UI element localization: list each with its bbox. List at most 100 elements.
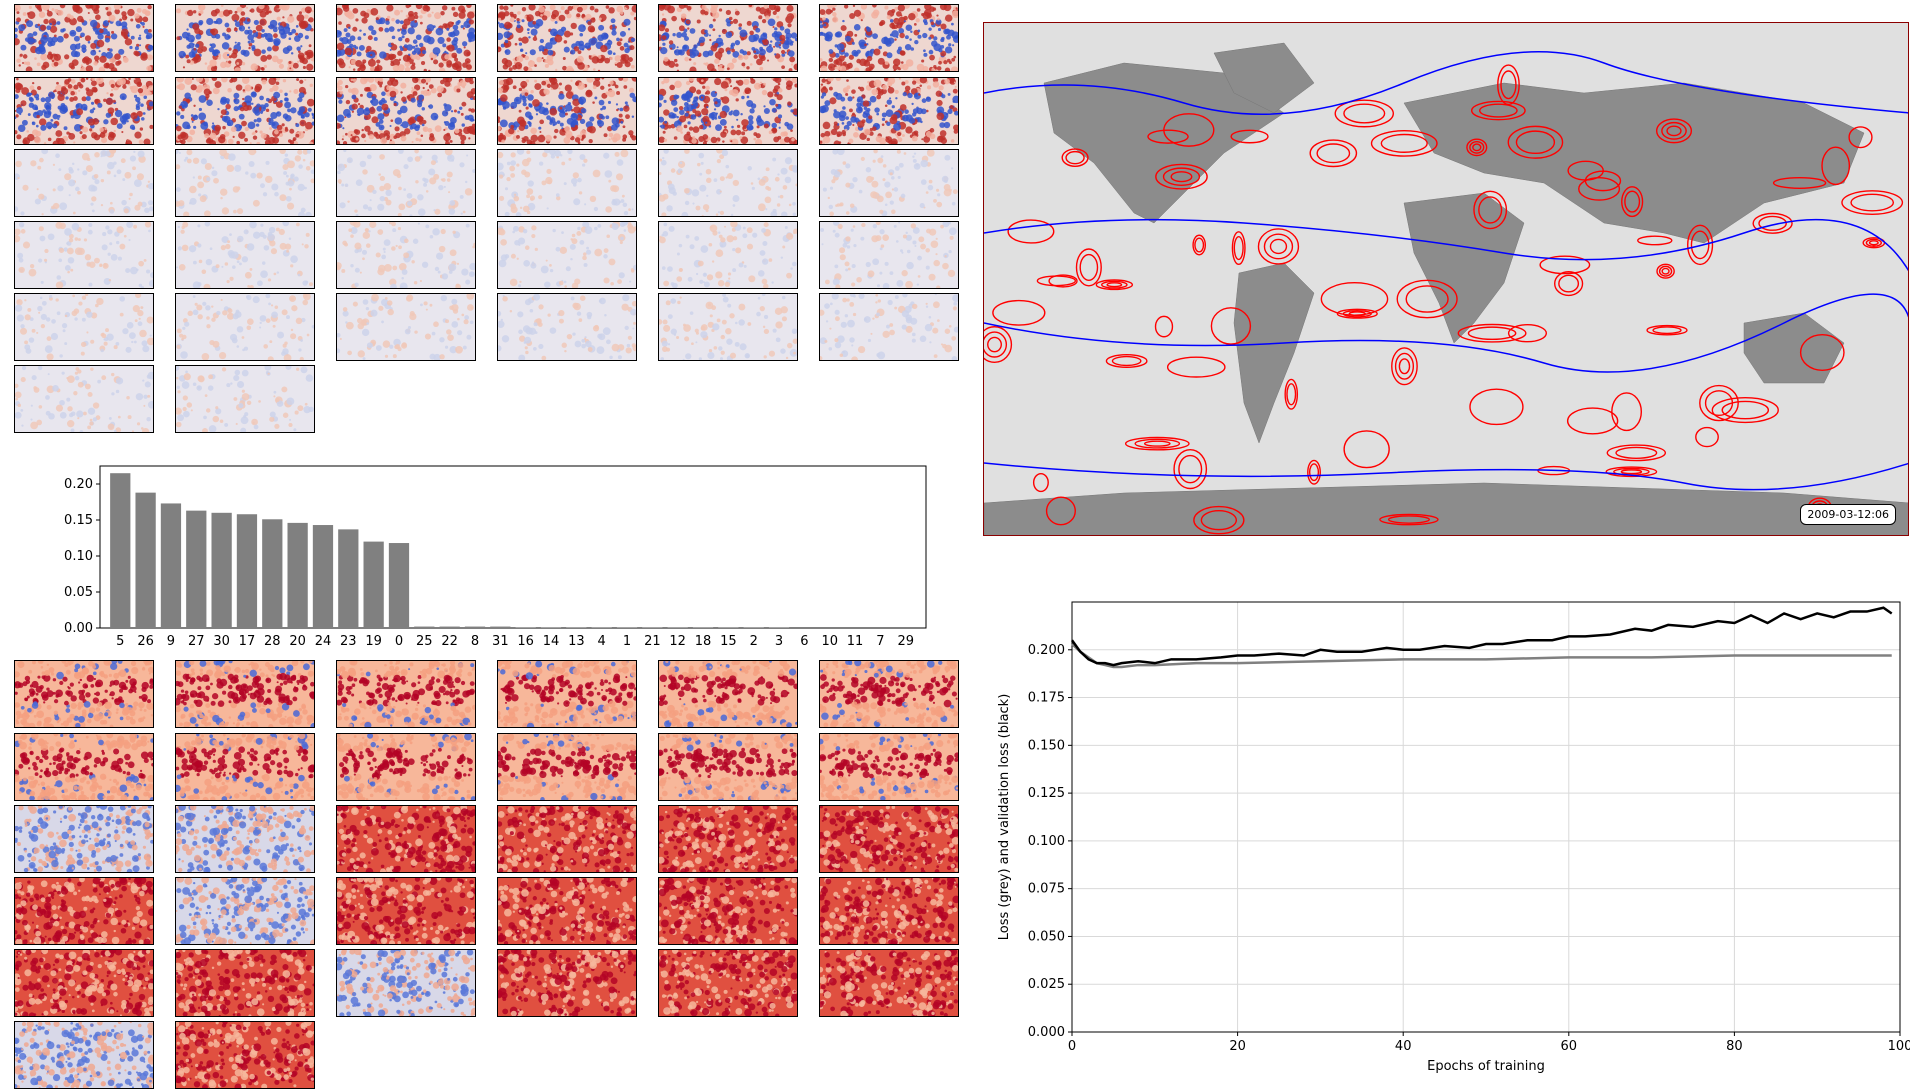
weight-map-thumbnail	[658, 733, 798, 801]
loss-y-tick-label: 0.000	[1028, 1025, 1065, 1040]
positive-contour	[1037, 276, 1075, 286]
bar-tick-label: 16	[517, 634, 534, 647]
loss-x-tick-label: 40	[1395, 1039, 1412, 1054]
positive-contour	[1349, 312, 1365, 316]
weight-map-thumbnail	[175, 77, 315, 145]
bar-tick-label: 23	[340, 634, 357, 647]
bar-y-tick-label: 0.05	[64, 585, 93, 600]
positive-contour	[1107, 283, 1121, 287]
weight-map-thumbnail	[175, 149, 315, 217]
loss-x-axis-label: Epochs of training	[1427, 1059, 1545, 1074]
weight-map-thumbnail	[14, 733, 154, 801]
weight-map-thumbnail	[819, 805, 959, 873]
bar-tick-label: 18	[695, 634, 712, 647]
weight-map-thumbnail	[819, 949, 959, 1017]
positive-contour	[1616, 447, 1657, 458]
bar-y-tick-label: 0.15	[64, 513, 93, 528]
positive-contour	[1066, 152, 1084, 164]
loss-y-tick-label: 0.200	[1028, 643, 1065, 658]
bar-tick-label: 5	[116, 634, 124, 647]
bar-tick-label: 19	[365, 634, 382, 647]
weight-map-thumbnail	[819, 77, 959, 145]
weight-map-thumbnail	[14, 805, 154, 873]
map-timestamp: 2009-03-12:06	[1800, 504, 1896, 525]
weight-map-thumbnail	[497, 149, 637, 217]
bar-tick-label: 12	[669, 634, 686, 647]
weight-map-thumbnail	[497, 293, 637, 361]
loss-y-tick-label: 0.150	[1028, 738, 1065, 753]
weight-map-thumbnail	[658, 149, 798, 217]
positive-contour	[1851, 194, 1893, 210]
weight-map-thumbnail	[336, 733, 476, 801]
bar	[541, 627, 561, 628]
weight-map-thumbnail	[658, 293, 798, 361]
bar-tick-label: 25	[416, 634, 433, 647]
bar-tick-label: 17	[239, 634, 256, 647]
weight-map-thumbnail	[336, 877, 476, 945]
bar	[110, 473, 130, 628]
positive-contour	[1653, 327, 1681, 333]
weight-map-thumbnail	[175, 949, 315, 1017]
bar	[287, 523, 307, 628]
bar	[161, 503, 181, 628]
weight-map-thumbnail	[14, 660, 154, 728]
weight-map-thumbnail	[336, 4, 476, 72]
weight-map-thumbnail	[14, 293, 154, 361]
positive-contour	[1008, 220, 1054, 243]
weight-map-thumbnail	[14, 149, 154, 217]
positive-contour	[1317, 144, 1349, 163]
weight-map-thumbnail	[819, 149, 959, 217]
weight-map-thumbnail	[658, 77, 798, 145]
bar-tick-label: 8	[471, 634, 479, 647]
loss-y-tick-label: 0.075	[1028, 882, 1065, 897]
weight-map-thumbnail	[497, 877, 637, 945]
weight-map-thumbnail	[14, 1021, 154, 1089]
weight-map-thumbnail	[819, 4, 959, 72]
bar-tick-label: 31	[492, 634, 509, 647]
loss-y-axis-label: Loss (grey) and validation loss (black)	[997, 694, 1012, 941]
weight-map-thumbnail	[336, 77, 476, 145]
bar-y-tick-label: 0.00	[64, 621, 93, 636]
positive-contour	[1470, 389, 1523, 424]
continent-shape	[984, 483, 1909, 536]
bar	[135, 493, 155, 628]
bar-tick-label: 13	[568, 634, 585, 647]
bar	[693, 627, 713, 628]
positive-contour	[993, 301, 1045, 325]
loss-y-tick-label: 0.025	[1028, 977, 1065, 992]
continent-shape	[1234, 263, 1314, 443]
bar-tick-label: 24	[315, 634, 332, 647]
bar-tick-label: 27	[188, 634, 205, 647]
positive-contour	[1696, 428, 1718, 447]
bar-tick-label: 22	[441, 634, 458, 647]
weight-map-thumbnail	[175, 877, 315, 945]
weight-map-thumbnail	[658, 877, 798, 945]
loss-y-tick-label: 0.100	[1028, 834, 1065, 849]
weight-map-thumbnail	[497, 4, 637, 72]
bar-tick-label: 10	[821, 634, 838, 647]
weight-map-thumbnail	[497, 660, 637, 728]
weight-map-thumbnail	[819, 293, 959, 361]
bar-tick-label: 28	[264, 634, 281, 647]
weight-map-thumbnail	[819, 221, 959, 289]
weight-map-thumbnail	[658, 805, 798, 873]
bar	[642, 627, 662, 628]
weight-map-thumbnail	[497, 221, 637, 289]
positive-contour	[1344, 104, 1385, 123]
weight-map-thumbnail	[175, 4, 315, 72]
bar-tick-label: 26	[137, 634, 154, 647]
loss-x-tick-label: 0	[1068, 1039, 1076, 1054]
weight-map-thumbnail	[175, 660, 315, 728]
bar-tick-label: 21	[644, 634, 661, 647]
positive-contour	[1264, 234, 1292, 258]
weight-map-thumbnail	[336, 949, 476, 1017]
positive-contour	[988, 337, 1002, 351]
bar-tick-label: 11	[847, 634, 864, 647]
positive-contour	[1870, 241, 1879, 245]
bar-y-tick-label: 0.10	[64, 549, 93, 564]
weight-map-thumbnail	[658, 949, 798, 1017]
weight-map-thumbnail	[497, 77, 637, 145]
bar-tick-label: 4	[598, 634, 606, 647]
bar	[769, 627, 789, 628]
